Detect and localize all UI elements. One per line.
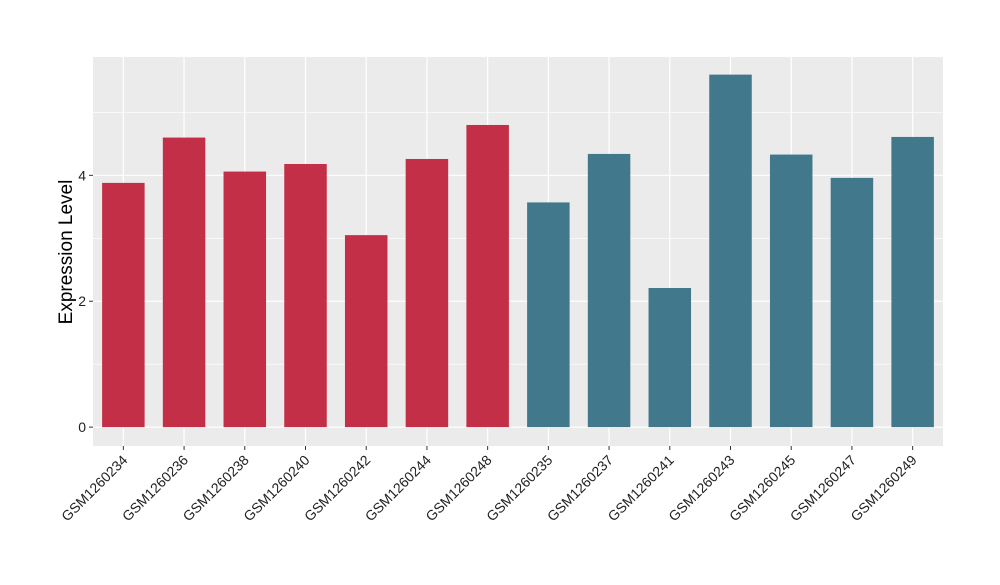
bar (527, 202, 570, 428)
bar (102, 182, 145, 428)
y-tick-label: 0 (78, 419, 86, 435)
plot-panel (93, 57, 943, 446)
x-axis: GSM1260234GSM1260236GSM1260238GSM1260240… (58, 446, 920, 524)
bar (709, 74, 752, 428)
bar (344, 235, 388, 428)
bar (223, 171, 267, 428)
bar (162, 137, 206, 428)
bar (769, 154, 813, 428)
bar (891, 136, 934, 428)
y-tick-label: 4 (78, 167, 86, 183)
bar (466, 124, 509, 428)
bar (284, 164, 327, 428)
bar (405, 158, 449, 428)
bars (102, 74, 934, 428)
bar (830, 177, 874, 428)
y-tick-label: 2 (78, 293, 86, 309)
y-axis: 0 2 4 (78, 167, 93, 435)
bar (648, 288, 692, 428)
y-axis-title: Expression Level (56, 180, 77, 325)
bar (587, 153, 631, 428)
